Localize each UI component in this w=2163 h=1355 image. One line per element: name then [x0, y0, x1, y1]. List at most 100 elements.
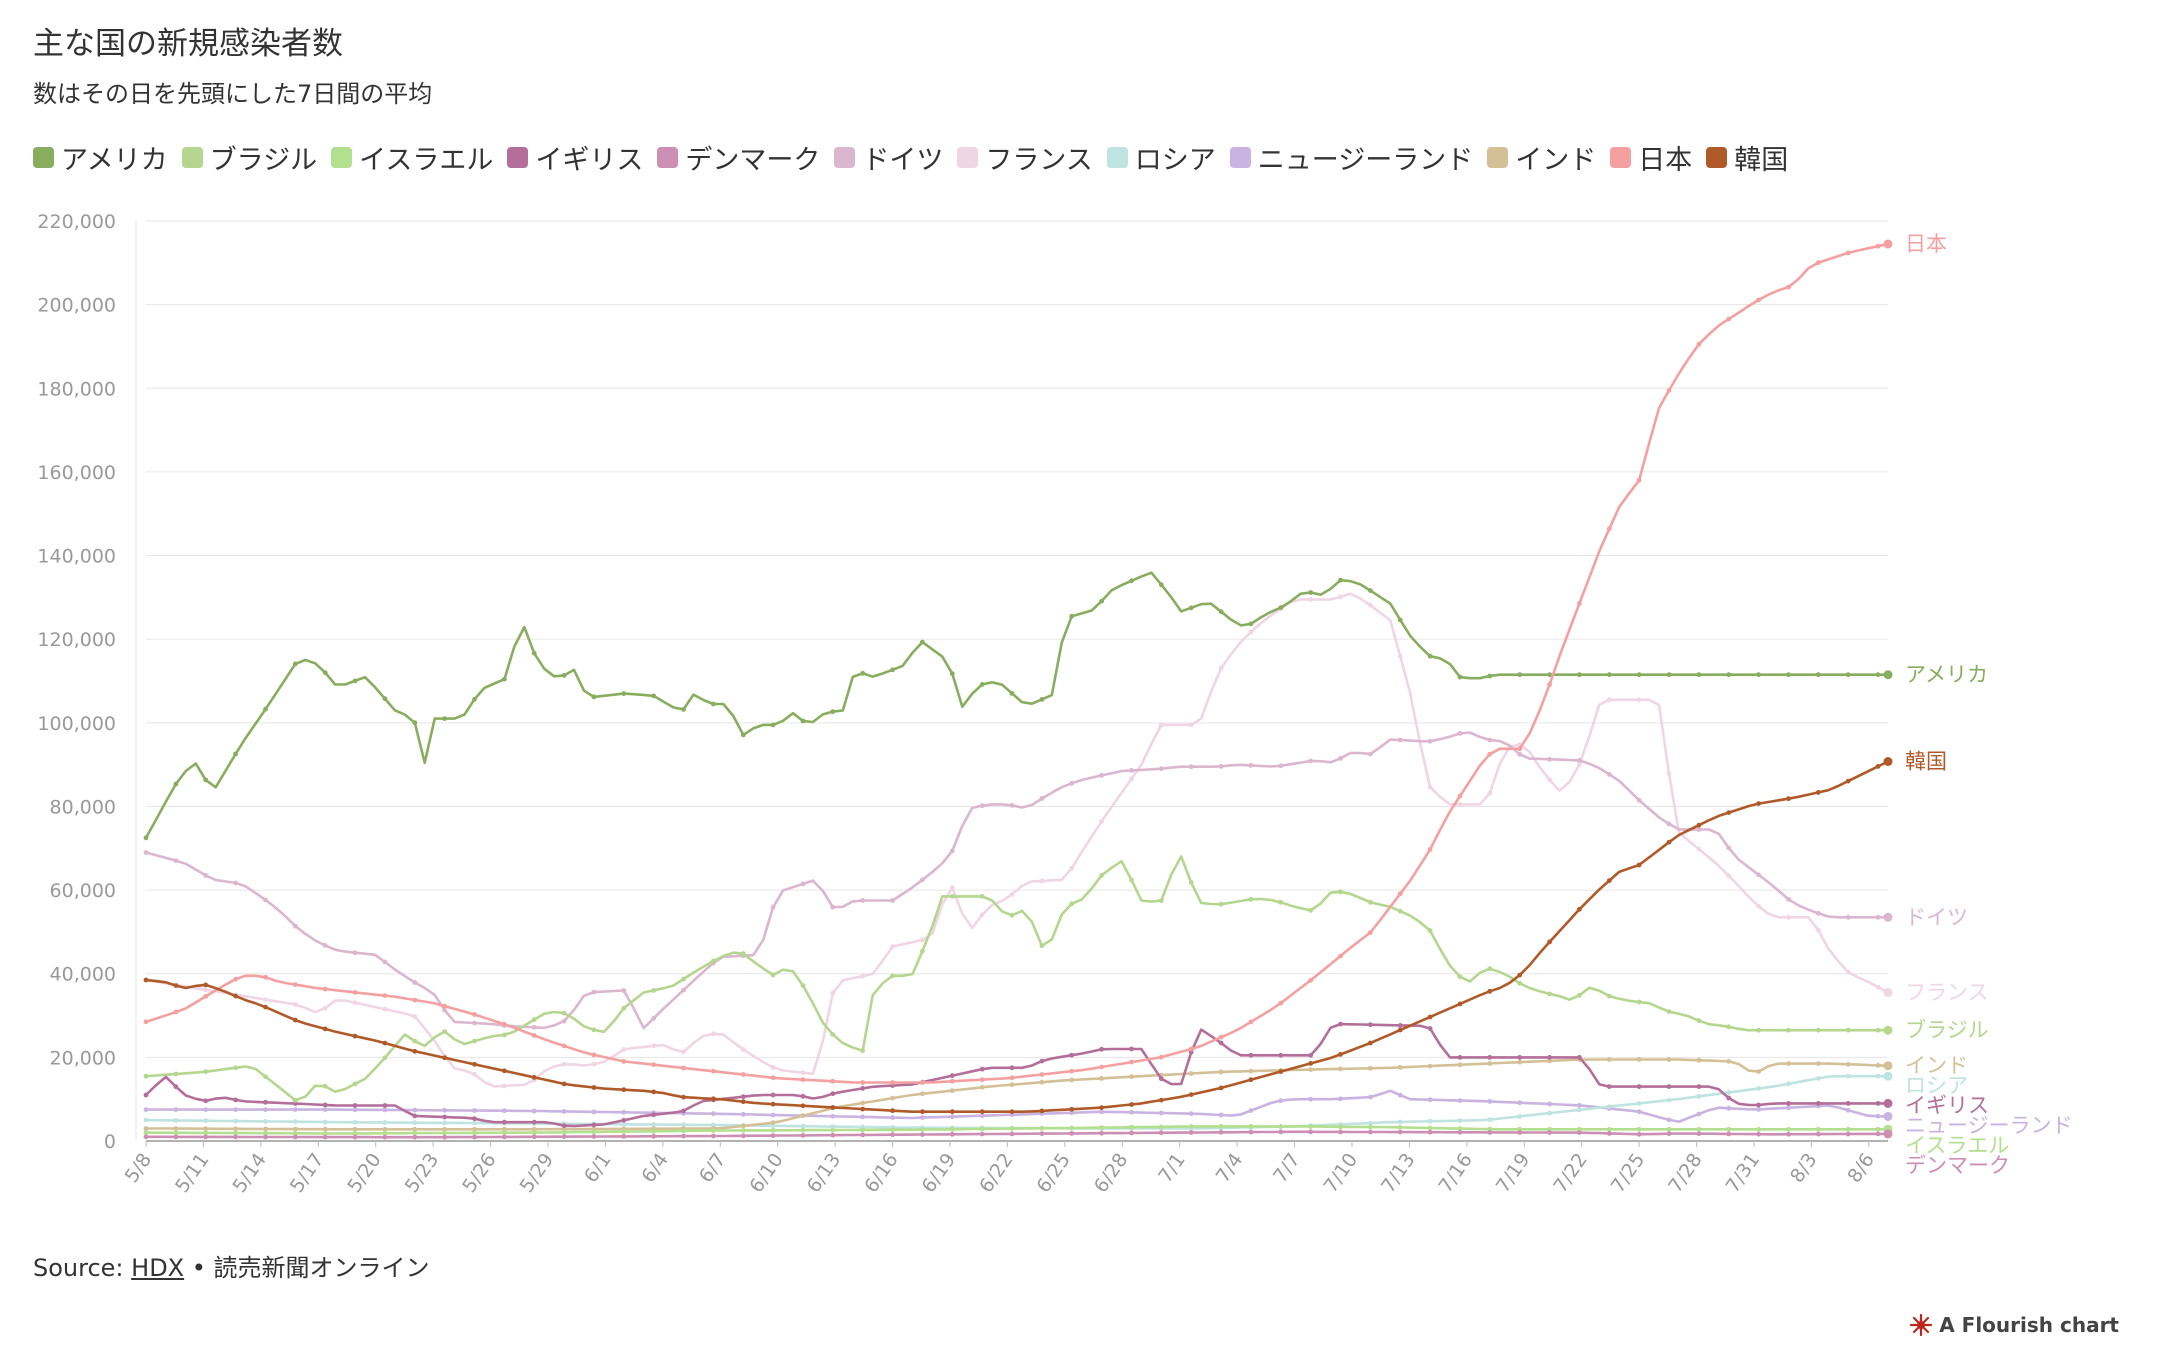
- data-point: [1487, 737, 1493, 743]
- data-point: [173, 1084, 179, 1090]
- data-point: [352, 1131, 358, 1136]
- data-point: [1188, 1049, 1194, 1055]
- data-point: [352, 1107, 358, 1113]
- data-point: [382, 1107, 388, 1113]
- data-point: [1188, 1071, 1194, 1076]
- data-point: [1039, 1108, 1045, 1114]
- data-point: [1606, 697, 1612, 703]
- data-point: [890, 944, 895, 949]
- legend-item[interactable]: イギリス: [507, 138, 643, 177]
- data-point: [1457, 1118, 1463, 1124]
- data-point: [412, 1113, 418, 1119]
- data-point: [860, 1132, 866, 1138]
- data-point: [1069, 865, 1075, 871]
- legend-item[interactable]: ニュージーランド: [1229, 138, 1473, 177]
- data-point: [1427, 1118, 1433, 1124]
- data-point: [681, 976, 686, 982]
- data-point: [561, 1109, 567, 1114]
- legend-item[interactable]: ドイツ: [834, 138, 943, 177]
- data-point: [203, 1069, 209, 1075]
- data-point: [1158, 898, 1164, 903]
- data-point: [203, 987, 209, 993]
- legend-item[interactable]: 韓国: [1706, 138, 1788, 177]
- end-point: [1883, 988, 1893, 997]
- data-point: [173, 1134, 179, 1140]
- data-point: [1248, 621, 1254, 627]
- data-point: [502, 676, 507, 682]
- legend-item[interactable]: インド: [1487, 138, 1596, 177]
- data-point: [1188, 722, 1194, 728]
- data-point: [1308, 1096, 1314, 1102]
- data-point: [263, 974, 268, 980]
- legend-item[interactable]: フランス: [957, 138, 1093, 177]
- data-point: [1577, 672, 1582, 678]
- data-point: [830, 1032, 836, 1037]
- data-point: [263, 997, 268, 1002]
- data-point: [1636, 1109, 1642, 1115]
- data-point: [1308, 1067, 1314, 1072]
- data-point: [561, 673, 567, 678]
- legend-item[interactable]: ロシア: [1106, 138, 1216, 177]
- data-point: [1786, 1101, 1791, 1106]
- data-point: [382, 1103, 388, 1108]
- data-point: [263, 1074, 268, 1079]
- x-tick-label: 6/4: [637, 1149, 673, 1187]
- data-point: [352, 1119, 358, 1125]
- data-point: [770, 972, 776, 978]
- data-point: [1547, 777, 1552, 783]
- data-point: [890, 667, 895, 673]
- data-point: [173, 858, 179, 863]
- data-point: [1099, 1064, 1104, 1070]
- data-point: [1666, 1126, 1672, 1132]
- data-point: [292, 1107, 298, 1112]
- data-point: [1875, 984, 1881, 990]
- y-tick-label: 60,000: [50, 880, 116, 902]
- data-point: [1099, 1046, 1104, 1052]
- data-point: [1696, 1084, 1702, 1089]
- data-point: [740, 1128, 746, 1133]
- data-point: [292, 1119, 298, 1125]
- data-point: [1875, 243, 1881, 249]
- data-point: [949, 885, 955, 891]
- data-point: [651, 988, 657, 993]
- data-point: [681, 1049, 686, 1055]
- legend-item[interactable]: 日本: [1610, 138, 1692, 177]
- data-point: [1457, 674, 1463, 680]
- source-suffix: • 読売新聞オンライン: [184, 1254, 430, 1282]
- data-point: [412, 1038, 418, 1044]
- legend-item[interactable]: デンマーク: [657, 138, 820, 177]
- data-point: [1129, 1109, 1134, 1115]
- data-point: [800, 1127, 806, 1133]
- data-point: [890, 898, 895, 903]
- source-link-hdx[interactable]: HDX: [131, 1254, 185, 1282]
- series-line: [145, 855, 1888, 1102]
- data-point: [442, 1107, 447, 1113]
- legend-swatch: [1610, 147, 1632, 168]
- legend-item[interactable]: アメリカ: [33, 138, 168, 177]
- end-point: [1883, 1111, 1893, 1121]
- data-point: [1726, 810, 1732, 815]
- data-point: [1666, 1097, 1672, 1103]
- data-point: [1457, 802, 1463, 807]
- x-tick-label: 7/31: [1722, 1149, 1764, 1197]
- flourish-credit[interactable]: A Flourish chart: [1909, 1313, 2119, 1337]
- data-point: [203, 1126, 209, 1132]
- legend-item[interactable]: ブラジル: [181, 138, 317, 177]
- data-point: [651, 1133, 657, 1139]
- data-point: [949, 1131, 955, 1137]
- data-point: [1248, 1019, 1254, 1025]
- data-point: [322, 1102, 328, 1108]
- data-point: [442, 1029, 447, 1034]
- data-point: [1547, 939, 1552, 945]
- legend-item[interactable]: イスラエル: [331, 138, 493, 177]
- data-point: [1666, 1117, 1672, 1123]
- data-point: [591, 1085, 597, 1090]
- data-point: [1726, 1095, 1732, 1101]
- data-point: [1308, 597, 1314, 602]
- x-tick-label: 8/3: [1786, 1149, 1822, 1187]
- data-point: [681, 1128, 686, 1134]
- data-point: [1696, 1111, 1702, 1117]
- data-point: [1397, 1027, 1403, 1033]
- data-point: [1547, 1058, 1552, 1064]
- data-point: [352, 678, 358, 684]
